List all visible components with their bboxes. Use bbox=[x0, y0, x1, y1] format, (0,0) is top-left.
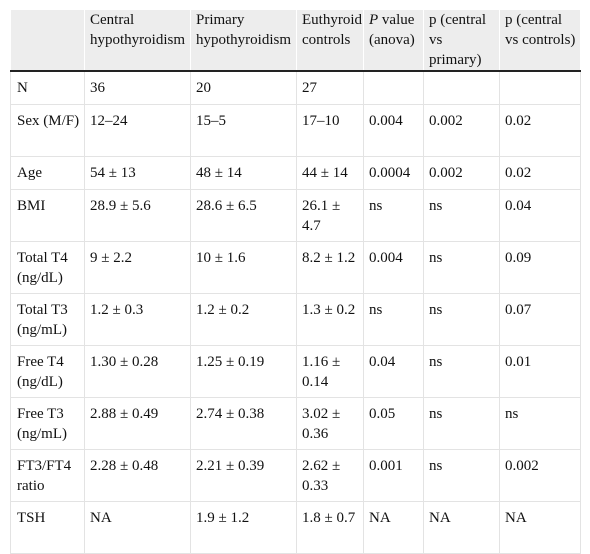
table-row: TSH NA 1.9 ± 1.2 1.8 ± 0.7 NA NA NA bbox=[10, 501, 581, 554]
row-label: FT3/FT4 ratio bbox=[10, 449, 85, 502]
cell-primary: 2.74 ± 0.38 bbox=[190, 397, 297, 450]
cell-p-central-primary bbox=[423, 71, 500, 105]
cell-p-central-controls: NA bbox=[499, 501, 581, 554]
cell-p-central-controls: 0.002 bbox=[499, 449, 581, 502]
row-label: Sex (M/F) bbox=[10, 104, 85, 157]
cell-p-central-primary: 0.002 bbox=[423, 104, 500, 157]
row-label: N bbox=[10, 71, 85, 105]
cell-p-central-controls: 0.01 bbox=[499, 345, 581, 398]
cell-primary: 10 ± 1.6 bbox=[190, 241, 297, 294]
table-row: Free T4 (ng/dL) 1.30 ± 0.28 1.25 ± 0.19 … bbox=[10, 345, 581, 398]
header-p-central-primary: p (central vs primary) bbox=[423, 10, 500, 72]
cell-p-anova: 0.004 bbox=[363, 104, 424, 157]
cell-p-anova: ns bbox=[363, 189, 424, 242]
cell-controls: 26.1 ± 4.7 bbox=[296, 189, 364, 242]
table-container: Central hypothyroidism Primary hypothyro… bbox=[10, 10, 581, 554]
table-row: Sex (M/F) 12–24 15–5 17–10 0.004 0.002 0… bbox=[10, 104, 581, 157]
cell-primary: 1.9 ± 1.2 bbox=[190, 501, 297, 554]
cell-p-central-primary: ns bbox=[423, 189, 500, 242]
table-row: N 36 20 27 bbox=[10, 71, 581, 105]
header-empty bbox=[10, 10, 85, 72]
cell-controls: 3.02 ± 0.36 bbox=[296, 397, 364, 450]
header-p-anova-text: value (anova) bbox=[369, 12, 415, 48]
row-label: Free T3 (ng/mL) bbox=[10, 397, 85, 450]
cell-p-anova: 0.04 bbox=[363, 345, 424, 398]
cell-p-central-controls: 0.09 bbox=[499, 241, 581, 294]
cell-p-central-primary: ns bbox=[423, 397, 500, 450]
cell-primary: 1.25 ± 0.19 bbox=[190, 345, 297, 398]
table-row: Free T3 (ng/mL) 2.88 ± 0.49 2.74 ± 0.38 … bbox=[10, 397, 581, 450]
cell-primary: 28.6 ± 6.5 bbox=[190, 189, 297, 242]
cell-controls: 2.62 ± 0.33 bbox=[296, 449, 364, 502]
cell-p-central-primary: ns bbox=[423, 241, 500, 294]
cell-primary: 15–5 bbox=[190, 104, 297, 157]
cell-controls: 8.2 ± 1.2 bbox=[296, 241, 364, 294]
cell-p-anova bbox=[363, 71, 424, 105]
cell-central: 1.30 ± 0.28 bbox=[84, 345, 191, 398]
cell-controls: 1.3 ± 0.2 bbox=[296, 293, 364, 346]
cell-p-anova: 0.004 bbox=[363, 241, 424, 294]
row-label: Age bbox=[10, 156, 85, 190]
cell-central: 28.9 ± 5.6 bbox=[84, 189, 191, 242]
cell-controls: 17–10 bbox=[296, 104, 364, 157]
cell-p-central-primary: ns bbox=[423, 293, 500, 346]
cell-p-central-controls: 0.04 bbox=[499, 189, 581, 242]
cell-central: 1.2 ± 0.3 bbox=[84, 293, 191, 346]
cell-controls: 27 bbox=[296, 71, 364, 105]
cell-primary: 1.2 ± 0.2 bbox=[190, 293, 297, 346]
cell-central: 2.28 ± 0.48 bbox=[84, 449, 191, 502]
cell-primary: 20 bbox=[190, 71, 297, 105]
cell-central: 9 ± 2.2 bbox=[84, 241, 191, 294]
row-label: Free T4 (ng/dL) bbox=[10, 345, 85, 398]
cell-primary: 48 ± 14 bbox=[190, 156, 297, 190]
header-primary: Primary hypothyroidism bbox=[190, 10, 297, 72]
row-label: TSH bbox=[10, 501, 85, 554]
header-p-italic: P bbox=[369, 12, 379, 28]
header-row: Central hypothyroidism Primary hypothyro… bbox=[10, 10, 581, 72]
table-row: Total T3 (ng/mL) 1.2 ± 0.3 1.2 ± 0.2 1.3… bbox=[10, 293, 581, 346]
cell-controls: 1.16 ± 0.14 bbox=[296, 345, 364, 398]
header-p-central-controls: p (central vs controls) bbox=[499, 10, 581, 72]
cell-p-central-controls: 0.07 bbox=[499, 293, 581, 346]
header-p-anova: P value (anova) bbox=[363, 10, 424, 72]
cell-p-central-primary: ns bbox=[423, 345, 500, 398]
cell-p-central-primary: ns bbox=[423, 449, 500, 502]
header-central: Central hypothyroidism bbox=[84, 10, 191, 72]
cell-p-central-controls bbox=[499, 71, 581, 105]
row-label: Total T3 (ng/mL) bbox=[10, 293, 85, 346]
cell-central: 12–24 bbox=[84, 104, 191, 157]
cell-central: NA bbox=[84, 501, 191, 554]
cell-p-anova: 0.001 bbox=[363, 449, 424, 502]
cell-central: 54 ± 13 bbox=[84, 156, 191, 190]
cell-p-anova: 0.05 bbox=[363, 397, 424, 450]
cell-controls: 1.8 ± 0.7 bbox=[296, 501, 364, 554]
cell-central: 36 bbox=[84, 71, 191, 105]
table-row: Age 54 ± 13 48 ± 14 44 ± 14 0.0004 0.002… bbox=[10, 156, 581, 190]
table-row: FT3/FT4 ratio 2.28 ± 0.48 2.21 ± 0.39 2.… bbox=[10, 449, 581, 502]
row-label: BMI bbox=[10, 189, 85, 242]
cell-central: 2.88 ± 0.49 bbox=[84, 397, 191, 450]
cell-p-central-controls: 0.02 bbox=[499, 104, 581, 157]
cell-p-anova: NA bbox=[363, 501, 424, 554]
cell-p-central-controls: ns bbox=[499, 397, 581, 450]
cell-p-central-primary: NA bbox=[423, 501, 500, 554]
header-controls: Euthyroid controls bbox=[296, 10, 364, 72]
table-row: BMI 28.9 ± 5.6 28.6 ± 6.5 26.1 ± 4.7 ns … bbox=[10, 189, 581, 242]
cell-p-central-primary: 0.002 bbox=[423, 156, 500, 190]
cell-controls: 44 ± 14 bbox=[296, 156, 364, 190]
data-table: Central hypothyroidism Primary hypothyro… bbox=[10, 10, 581, 554]
cell-p-anova: 0.0004 bbox=[363, 156, 424, 190]
cell-p-central-controls: 0.02 bbox=[499, 156, 581, 190]
row-label: Total T4 (ng/dL) bbox=[10, 241, 85, 294]
table-row: Total T4 (ng/dL) 9 ± 2.2 10 ± 1.6 8.2 ± … bbox=[10, 241, 581, 294]
cell-p-anova: ns bbox=[363, 293, 424, 346]
cell-primary: 2.21 ± 0.39 bbox=[190, 449, 297, 502]
